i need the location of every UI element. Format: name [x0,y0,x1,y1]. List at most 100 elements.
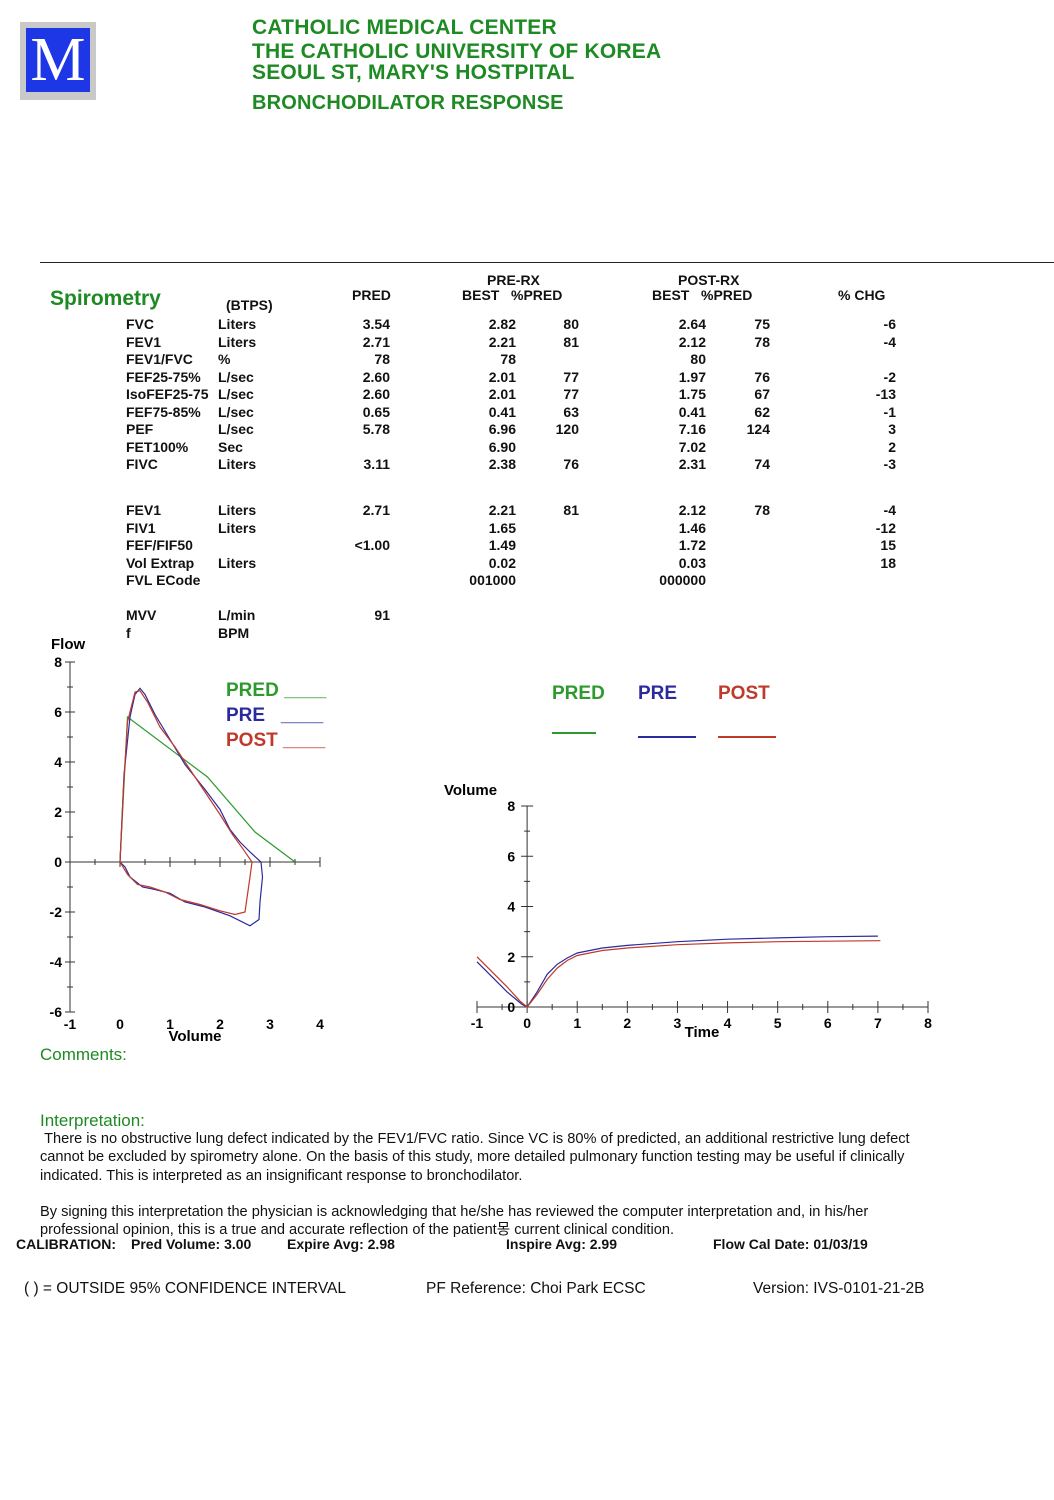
table-row: IsoFEF25-75 L/sec 2.60 2.01 77 1.75 67 -13 [0,386,1054,404]
cell-name: FET100% [126,438,189,455]
cell-name: FEV1/FVC [126,351,193,367]
cell-name: MVV [126,607,157,623]
fv-legend: PRED ____ PRE ____ POST ____ [226,678,326,753]
y-tick-label: 6 [54,704,62,720]
cell-pre-best: 2.21 [488,502,516,518]
cell-unit: L/sec [218,421,254,437]
header-line-1: CATHOLIC MEDICAL CENTER [252,16,557,39]
x-tick-label: 5 [774,1015,782,1031]
cell-pre-best: 001000 [469,572,516,588]
y-tick-label: 4 [54,754,62,770]
col-chg-header: % CHG [838,287,886,303]
x-tick-label: -1 [471,1015,484,1031]
cell-unit: Liters [218,316,257,332]
y-tick-label: 8 [507,798,515,814]
comments-label: Comments: [40,1045,127,1064]
cell-pre-best: 2.21 [488,333,516,350]
cell-chg: -4 [883,333,896,350]
cell-pre-best: 0.02 [488,554,516,571]
confidence-note: ( ) = OUTSIDE 95% CONFIDENCE INTERVAL [24,1280,346,1297]
table-row: FET100% Sec 6.90 7.02 2 [0,439,1054,457]
cell-pre-pct: 77 [563,368,579,385]
x-tick-label: -1 [64,1016,77,1032]
cell-name: FIV1 [126,519,156,536]
cell-pred: 5.78 [362,421,390,437]
cell-unit: Liters [218,502,257,518]
x-tick-label: 8 [924,1015,932,1031]
cell-pred: 78 [374,351,390,367]
y-tick-label: -2 [50,904,63,920]
vt-legend-pred: PRED [552,683,605,704]
cell-chg: -4 [883,502,896,518]
table-row: MVV L/min 91 [0,607,1054,625]
series-pre-line [476,935,878,1008]
table-row: FIV1 Liters 1.65 1.46 -12 [0,520,1054,538]
table-row: FEV1/FVC% 78 78 80 [0,351,1054,369]
cell-post-pct: 74 [754,456,770,472]
cell-post-best: 2.12 [678,333,706,350]
cell-chg: -13 [875,386,896,402]
cell-pre-best: 1.49 [488,537,516,553]
cell-pred: <1.00 [354,537,390,553]
header-divider [40,262,1054,263]
cell-pre-pct: 63 [563,403,579,420]
cell-name: Vol Extrap [126,554,195,571]
cell-unit: Liters [218,519,257,536]
cell-unit: Liters [218,456,257,472]
cell-chg: -2 [883,368,896,385]
cell-pre-best: 1.65 [488,519,516,536]
table-row: FEV1 Liters 2.71 2.21 81 2.12 78 -4 [0,334,1054,352]
cell-chg: -6 [883,316,896,332]
logo-m-icon: M [26,28,90,92]
y-axis-label: Volume [444,782,497,799]
cell-name: f [126,624,131,641]
cell-unit: L/sec [218,386,254,402]
table-row: FEF75-85% L/sec 0.65 0.41 63 0.41 62 -1 [0,404,1054,422]
cell-unit: L/min [218,607,256,623]
x-tick-label: 2 [623,1015,631,1031]
x-axis-label: Time [685,1024,720,1041]
vt-legend-post-line [718,736,776,738]
cell-chg: 15 [880,537,896,553]
cell-post-best: 1.97 [678,368,706,385]
cell-pred: 2.60 [362,368,390,385]
cell-pre-best: 2.82 [488,316,516,332]
interpretation-label: Interpretation: [40,1111,145,1130]
header-line-3: SEOUL ST, MARY'S HOSTPITAL [252,61,575,84]
cell-post-best: 2.64 [678,316,706,332]
table-row: FEV1 Liters 2.71 2.21 81 2.12 78 -4 [0,502,1054,520]
cell-unit: L/sec [218,403,254,420]
cell-name: FIVC [126,456,158,472]
cell-pred: 3.11 [363,456,390,472]
cell-post-best: 000000 [659,572,706,588]
cell-chg: -3 [883,456,896,472]
cell-pre-best: 6.90 [488,438,516,455]
hospital-logo: M [20,22,96,100]
interpretation-text: There is no obstructive lung defect indi… [40,1130,940,1239]
fv-legend-post: POST ____ [226,730,326,751]
cell-name: FEV1 [126,502,162,518]
vt-legend-pre: PRE [638,683,678,704]
calibration-pred-volume: Pred Volume: 3.00 [131,1236,252,1252]
cell-name: FVL ECode [126,572,201,588]
table-row: FVC Liters 3.54 2.82 80 2.64 75 -6 [0,316,1054,334]
cell-pre-best: 78 [500,351,516,367]
cell-pred: 91 [374,607,390,623]
cell-chg: -1 [883,403,896,420]
cell-post-best: 7.16 [678,421,706,437]
cell-pred: 2.71 [362,333,390,350]
calibration-expire-avg: Expire Avg: 2.98 [287,1236,395,1252]
table-row: FEF25-75% L/sec 2.60 2.01 77 1.97 76 -2 [0,369,1054,387]
cell-pre-best: 6.96 [488,421,516,437]
x-tick-label: 3 [674,1015,682,1031]
cell-pre-best: 2.01 [488,386,516,402]
cell-pre-pct: 81 [563,333,579,350]
col-pre-best-header: BEST %PRED [462,287,563,303]
cell-post-best: 0.41 [678,403,706,420]
cell-pre-best: 2.38 [488,456,516,472]
cell-post-pct: 78 [754,502,770,518]
calibration-flow-cal-date: Flow Cal Date: 01/03/19 [713,1236,868,1252]
y-axis-label: Flow [51,636,85,653]
x-tick-label: 6 [824,1015,832,1031]
x-tick-label: 0 [116,1016,124,1032]
